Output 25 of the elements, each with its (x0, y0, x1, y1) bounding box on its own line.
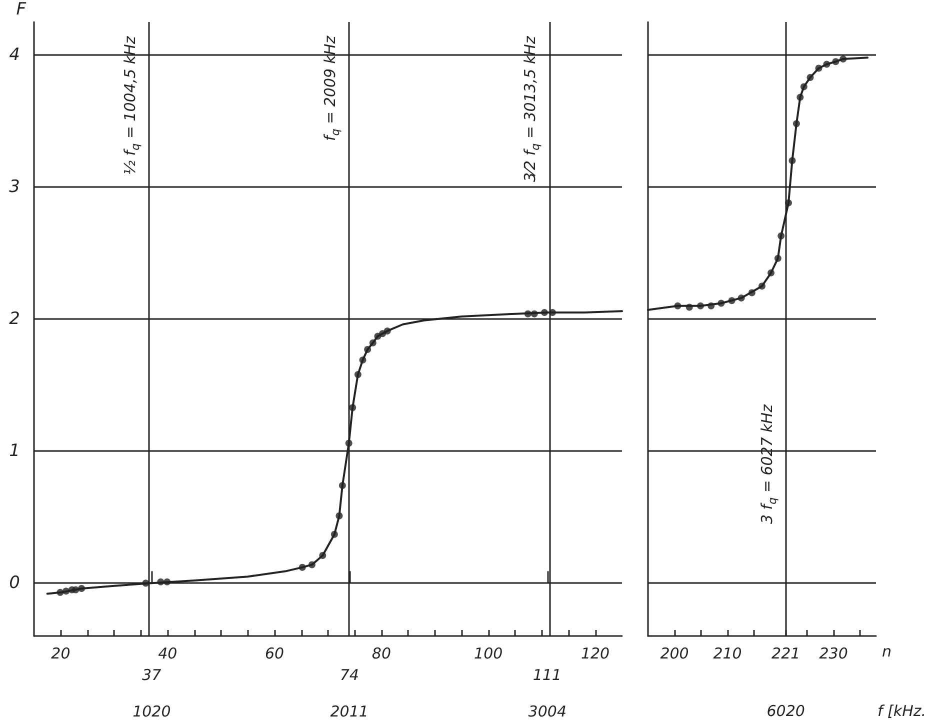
y-tick-label: 0 (9, 573, 20, 594)
text: 6020 (766, 702, 805, 720)
x2-tick-label: 2011 (330, 702, 368, 720)
x2-tick-label: 3004 (528, 702, 566, 720)
text: f [kHz. (877, 702, 926, 720)
y-tick-label: 3 (9, 177, 20, 198)
y-tick-label: 1 (9, 441, 20, 462)
x-tick-label: 80 (372, 644, 391, 662)
x-tick-label: 221 (772, 644, 800, 662)
x-axis-title: n (882, 642, 892, 660)
x-tick-label: 40 (158, 644, 178, 662)
x-tick-label: 100 (474, 644, 503, 662)
x2-tick-label: 1020 (132, 702, 171, 720)
annotation: 74 (340, 666, 359, 684)
annotation: 37 (142, 666, 162, 684)
x-tick-label: 210 (713, 644, 742, 662)
annotation: 111 (532, 666, 562, 684)
y-tick-label: 2 (9, 309, 20, 330)
x-tick-label: 60 (265, 644, 284, 662)
x-tick-label: 200 (660, 644, 689, 662)
y-axis-title: F (16, 0, 26, 20)
x-tick-label: 230 (819, 644, 848, 662)
x-tick-label: 120 (580, 644, 610, 662)
x-tick-label: 20 (51, 644, 70, 662)
y-tick-label: 4 (9, 45, 20, 66)
